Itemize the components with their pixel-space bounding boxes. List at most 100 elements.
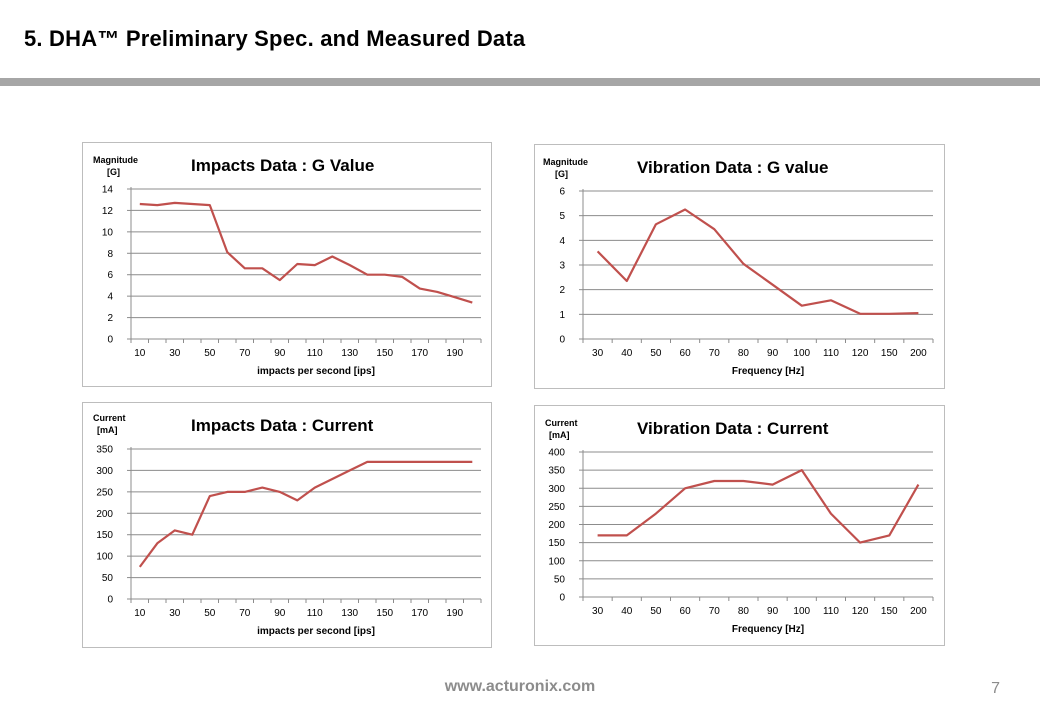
slide-title: 5. DHA™ Preliminary Spec. and Measured D… (24, 26, 526, 51)
chart-vibration-current-svg: 0 50 100 150 200 250 300 350 400 30 40 50 60 70 80 90 10… (545, 418, 934, 635)
chart-impacts-g-y-tick-label: 6 (107, 270, 113, 281)
chart-impacts-current-x-tick-label: 110 (307, 608, 323, 619)
chart-vibration-g-x-tick-label: 100 (793, 348, 810, 359)
chart-vibration-g-x-tick-label: 60 (680, 348, 692, 359)
chart-vibration-g-x-tick-label: 50 (650, 348, 662, 359)
chart-impacts-current-x-tick-label: 130 (341, 608, 358, 619)
chart-vibration-g-y-tick-label: 6 (559, 187, 565, 198)
footer-url: www.acturonix.com (444, 678, 596, 695)
chart-impacts-g-y-tick-label: 14 (102, 185, 114, 196)
chart-impacts-current: 0 50 100 150 200 250 300 350 10 30 50 70 90 110 130 150… (82, 402, 492, 648)
chart-impacts-current-x-tick-label: 30 (169, 608, 181, 619)
chart-impacts-g-x-tick-label: 110 (307, 348, 323, 359)
chart-vibration-current-y-tick-label: 200 (548, 520, 565, 531)
chart-impacts-g-x-tick-label: 90 (274, 348, 286, 359)
chart-vibration-current-x-axis-label: Frequency [Hz] (732, 624, 804, 635)
chart-vibration-g-value: 0 1 2 3 4 5 6 30 40 50 60 70 80 90 100 110 120 150 200 Vibr… (534, 144, 945, 389)
chart-impacts-g-y-tick-label: 12 (102, 206, 114, 217)
chart-impacts-current-x-tick-label: 50 (204, 608, 216, 619)
chart-vibration-g-x-axis-label: Frequency [Hz] (732, 366, 804, 377)
chart-vibration-g-y-tick-label: 1 (559, 310, 565, 321)
chart-vibration-current-x-tick-label: 110 (823, 606, 839, 617)
chart-vibration-current-y-tick-label: 100 (548, 556, 565, 567)
chart-vibration-current-x-tick-label: 40 (621, 606, 633, 617)
chart-vibration-g-y-axis-label: Magnitude [G] (543, 157, 588, 179)
chart-vibration-g-title: Vibration Data : G value (637, 158, 828, 177)
chart-impacts-g-x-tick-label: 10 (134, 348, 146, 359)
chart-impacts-g-value-svg: 0 2 4 6 8 10 12 14 10 30 50 70 90 110 130 150 170 190 Impa… (93, 155, 482, 377)
chart-impacts-current-y-tick-label: 0 (107, 595, 113, 606)
chart-vibration-current-x-tick-label: 90 (767, 606, 779, 617)
chart-vibration-g-x-tick-label: 150 (881, 348, 898, 359)
chart-vibration-current-x-tick-label: 150 (881, 606, 898, 617)
chart-vibration-g-x-tick-label: 120 (852, 348, 869, 359)
chart-impacts-g-y-tick-label: 4 (107, 292, 113, 303)
chart-impacts-current-x-tick-label: 10 (134, 608, 146, 619)
chart-impacts-g-x-tick-label: 170 (411, 348, 428, 359)
chart-vibration-current-title: Vibration Data : Current (637, 419, 829, 438)
chart-impacts-current-y-tick-label: 350 (96, 445, 113, 456)
chart-vibration-current-y-tick-label: 400 (548, 448, 565, 459)
chart-impacts-g-x-axis-label: impacts per second [ips] (257, 366, 375, 377)
page-number: 7 (991, 680, 1000, 697)
chart-impacts-current-x-tick-label: 90 (274, 608, 286, 619)
chart-impacts-g-x-tick-label: 190 (446, 348, 463, 359)
chart-vibration-g-x-tick-label: 90 (767, 348, 779, 359)
chart-vibration-current-y-tick-label: 50 (554, 574, 566, 585)
chart-vibration-current-x-tick-label: 50 (650, 606, 662, 617)
chart-vibration-current-y-tick-label: 350 (548, 466, 565, 477)
chart-impacts-current-series-line (138, 460, 473, 568)
chart-vibration-current-y-axis-label: Current [mA] (545, 418, 578, 440)
chart-vibration-g-x-tick-label: 80 (738, 348, 750, 359)
chart-vibration-g-value-svg: 0 1 2 3 4 5 6 30 40 50 60 70 80 90 100 110 120 150 200 Vibr… (543, 157, 934, 377)
chart-vibration-current-y-tick-label: 150 (548, 538, 565, 549)
chart-impacts-current-y-tick-label: 250 (96, 487, 113, 498)
chart-vibration-g-x-tick-label: 110 (823, 348, 839, 359)
chart-vibration-current-x-tick-label: 60 (680, 606, 692, 617)
chart-impacts-g-series-line (139, 201, 473, 304)
chart-impacts-g-x-tick-label: 150 (376, 348, 393, 359)
chart-vibration-g-x-tick-label: 200 (910, 348, 927, 359)
chart-impacts-current-y-tick-label: 200 (96, 509, 113, 520)
chart-vibration-current-x-tick-label: 120 (852, 606, 869, 617)
chart-impacts-g-y-axis-label: Magnitude [G] (93, 155, 138, 177)
chart-vibration-current-y-tick-label: 300 (548, 484, 565, 495)
chart-impacts-g-y-tick-label: 2 (107, 313, 113, 324)
chart-impacts-g-y-tick-label: 0 (107, 335, 113, 346)
chart-vibration-current-x-tick-label: 200 (910, 606, 927, 617)
chart-vibration-current-x-tick-label: 100 (793, 606, 810, 617)
chart-vibration-g-y-tick-label: 3 (559, 261, 565, 272)
chart-impacts-g-y-tick-label: 8 (107, 249, 113, 260)
chart-vibration-g-x-tick-label: 30 (592, 348, 604, 359)
chart-vibration-g-y-tick-label: 4 (559, 236, 565, 247)
chart-vibration-current-series-line (597, 468, 920, 544)
chart-impacts-current-y-tick-label: 300 (96, 466, 113, 477)
chart-vibration-g-y-tick-label: 2 (559, 285, 565, 296)
chart-impacts-g-value: 0 2 4 6 8 10 12 14 10 30 50 70 90 110 130 150 170 190 Impa… (82, 142, 492, 387)
chart-vibration-g-y-tick-label: 0 (559, 335, 565, 346)
chart-vibration-current-y-tick-label: 0 (559, 593, 565, 604)
title-divider-bar (0, 78, 1040, 86)
chart-impacts-current-x-tick-label: 190 (446, 608, 463, 619)
chart-impacts-current-x-axis-label: impacts per second [ips] (257, 626, 375, 637)
chart-impacts-current-x-tick-label: 70 (239, 608, 251, 619)
chart-vibration-current-x-tick-label: 30 (592, 606, 604, 617)
chart-impacts-g-title: Impacts Data : G Value (191, 156, 374, 175)
chart-vibration-current-x-tick-label: 80 (738, 606, 750, 617)
chart-impacts-current-x-tick-label: 170 (411, 608, 428, 619)
chart-impacts-g-y-tick-label: 10 (102, 227, 114, 238)
chart-impacts-current-y-tick-label: 50 (102, 573, 114, 584)
chart-vibration-g-x-tick-label: 40 (621, 348, 633, 359)
chart-vibration-g-x-tick-label: 70 (709, 348, 721, 359)
chart-impacts-current-title: Impacts Data : Current (191, 416, 374, 435)
chart-vibration-g-series-line (596, 208, 919, 315)
chart-vibration-current-x-tick-label: 70 (709, 606, 721, 617)
chart-impacts-current-svg: 0 50 100 150 200 250 300 350 10 30 50 70 90 110 130 150… (93, 413, 482, 637)
chart-impacts-g-x-tick-label: 130 (341, 348, 358, 359)
chart-impacts-current-y-tick-label: 150 (96, 530, 113, 541)
chart-impacts-g-x-tick-label: 70 (239, 348, 251, 359)
chart-impacts-current-y-axis-label: Current [mA] (93, 413, 126, 435)
chart-impacts-current-y-tick-label: 100 (96, 552, 113, 563)
chart-vibration-g-y-tick-label: 5 (559, 211, 565, 222)
chart-impacts-g-x-tick-label: 30 (169, 348, 181, 359)
